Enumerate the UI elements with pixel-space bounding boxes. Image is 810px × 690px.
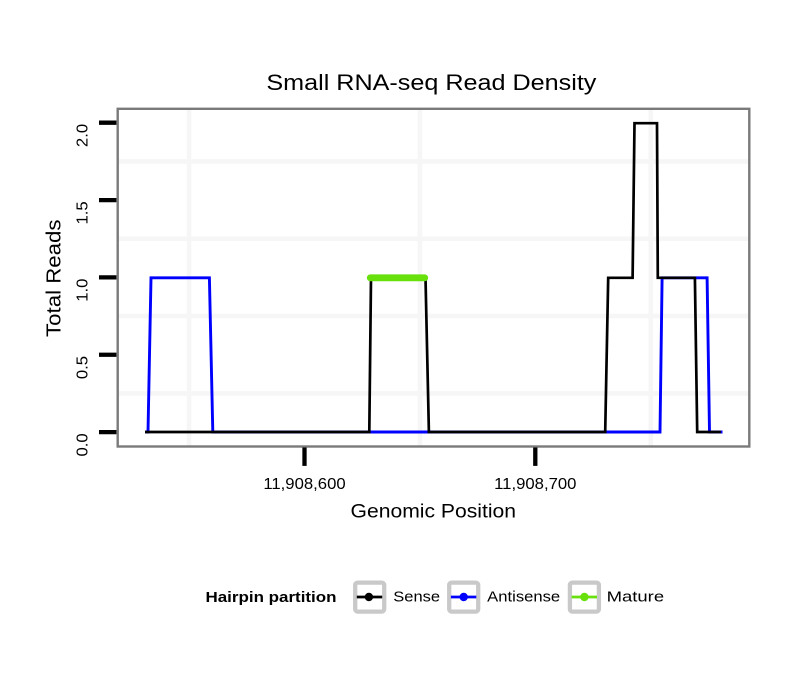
svg-text:0.0: 0.0 (75, 433, 92, 456)
svg-text:Small RNA-seq Read Density: Small RNA-seq Read Density (266, 70, 596, 95)
svg-text:Genomic Position: Genomic Position (351, 501, 517, 522)
svg-text:2.0: 2.0 (75, 124, 92, 147)
svg-text:1.0: 1.0 (75, 279, 92, 302)
svg-text:Sense: Sense (393, 590, 440, 606)
svg-text:Mature: Mature (607, 590, 665, 606)
svg-text:11,908,700: 11,908,700 (494, 476, 576, 493)
svg-text:0.5: 0.5 (75, 356, 92, 379)
svg-text:Total Reads: Total Reads (43, 219, 65, 337)
svg-text:Hairpin partition: Hairpin partition (206, 590, 337, 606)
svg-text:Antisense: Antisense (487, 590, 560, 606)
svg-text:11,908,600: 11,908,600 (263, 476, 345, 493)
svg-text:1.5: 1.5 (75, 201, 92, 224)
